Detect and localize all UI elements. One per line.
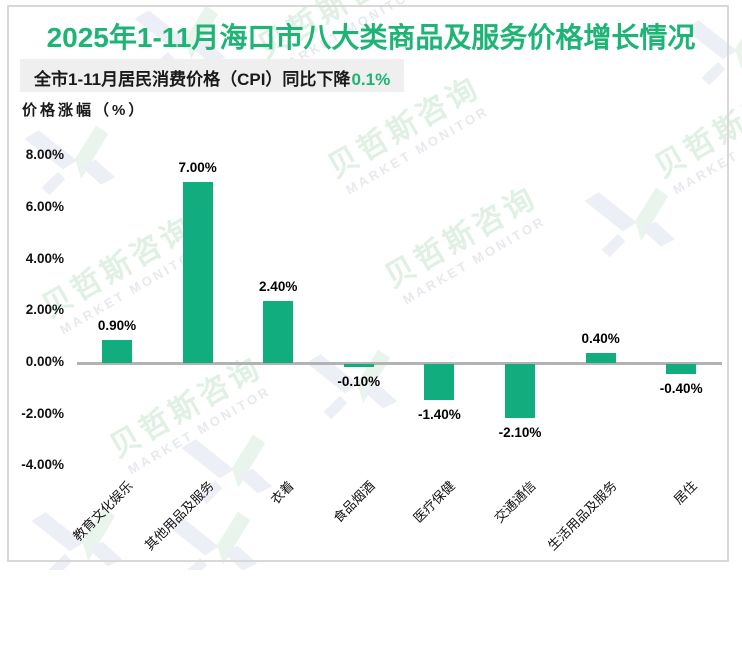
chart-title: 2025年1-11月海口市八大类商品及服务价格增长情况 — [46, 22, 696, 53]
bar-value-label: 0.90% — [97, 317, 137, 333]
watermark-logo-icon — [684, 15, 742, 86]
bar-value-label: -2.10% — [498, 425, 542, 441]
watermark-logo — [180, 429, 276, 521]
watermark-logo — [583, 182, 679, 274]
y-tick-label: 2.00% — [25, 302, 64, 318]
watermark-logo-icon — [24, 125, 116, 196]
bar — [505, 364, 535, 419]
bar — [424, 364, 455, 401]
x-category-label: 食品烟酒 — [330, 478, 378, 526]
bar — [182, 182, 213, 363]
y-tick-label: 6.00% — [25, 198, 64, 214]
plot-area: 8.00% 6.00% 4.00% 2.00% 0.00% -2.00% -4.00% 0.9… — [21, 147, 722, 553]
x-category-label: 其他用品及服务 — [141, 478, 217, 554]
subtitle-banner: 全市1-11月居民消费价格（CPI）同比下降0.1% — [20, 59, 405, 92]
y-tick-label: 4.00% — [25, 250, 64, 266]
bar-value-label: 0.40% — [581, 330, 620, 346]
x-category-label: 交通通信 — [491, 478, 539, 526]
subtitle-text: 全市1-11月居民消费价格（CPI）同比下降 — [34, 70, 351, 89]
watermark-logo — [683, 10, 742, 102]
y-tick-label: -2.00% — [21, 405, 64, 421]
bar — [666, 364, 697, 375]
bar-value-label: -1.40% — [418, 407, 461, 423]
x-category-label: 居住 — [670, 478, 700, 508]
zero-axis-line — [77, 362, 722, 365]
bar-value-label: -0.40% — [659, 381, 703, 397]
bar — [263, 300, 294, 363]
bar-value-label: 2.40% — [259, 278, 298, 294]
y-tick-label: 0.00% — [25, 354, 64, 369]
bar-value-label: 7.00% — [178, 160, 217, 176]
bar — [343, 364, 374, 367]
x-category-label: 医疗保健 — [410, 478, 459, 526]
y-tick-label: -4.00% — [21, 457, 64, 473]
watermark-layer: 贝哲斯咨询 MARKET MONITOR 贝哲斯咨询 MARKET MONITOR 贝哲… — [23, 0, 742, 570]
bar — [585, 352, 616, 363]
watermark-logo-icon — [584, 187, 676, 258]
watermark-logo-icon — [181, 434, 273, 505]
x-category-label: 衣着 — [267, 478, 297, 508]
y-tick-label: 8.00% — [25, 147, 64, 163]
watermark-logo-icon — [166, 511, 258, 570]
bar — [102, 339, 132, 363]
subtitle-highlight: 0.1% — [351, 70, 391, 89]
y-axis-title: 价格涨幅（%） — [22, 102, 147, 119]
watermark-logo — [165, 506, 261, 570]
x-category-label: 生活用品及服务 — [544, 478, 620, 554]
watermark-logo — [23, 120, 119, 212]
bar-value-label: -0.10% — [337, 373, 381, 389]
